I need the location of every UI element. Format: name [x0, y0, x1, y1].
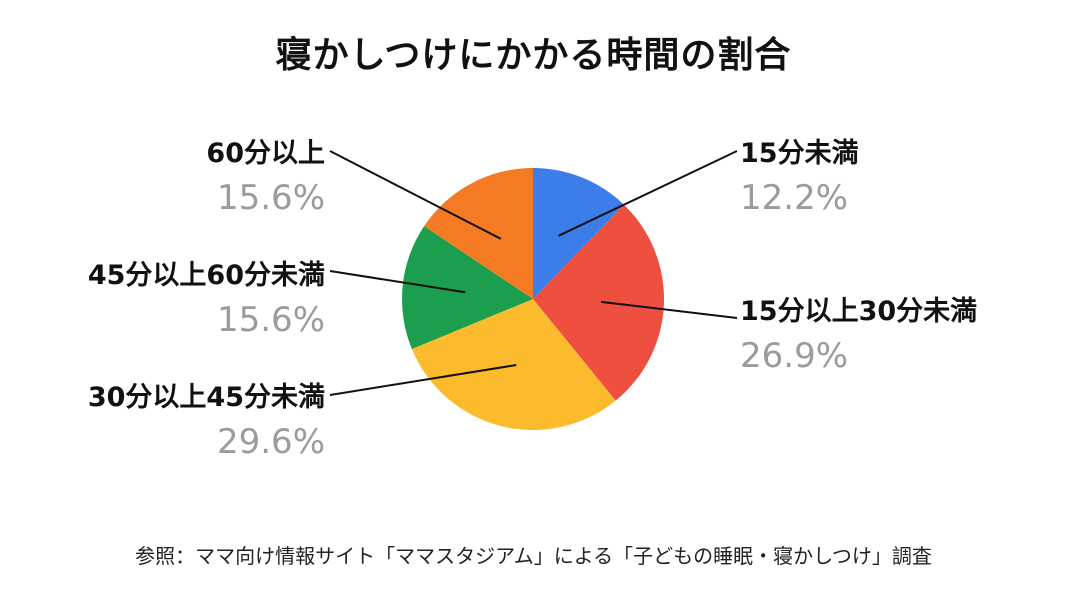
pie-slice-over-60	[424, 168, 533, 299]
slice-label-15-30: 15分以上30分未満 26.9%	[740, 298, 977, 373]
slice-name: 30分以上45分未満	[87, 382, 325, 413]
slice-label-over-60: 60分以上 15.6%	[206, 140, 325, 215]
slice-label-under-15: 15分未満 12.2%	[740, 140, 859, 215]
slice-name: 45分以上60分未満	[87, 260, 325, 291]
slice-percent: 12.2%	[740, 178, 849, 218]
chart-title: 寝かしつけにかかる時間の割合	[275, 35, 792, 76]
pie-slice-under-15	[533, 168, 624, 299]
leader-line-over-60	[329, 150, 502, 240]
slice-name: 15分未満	[740, 138, 859, 169]
pie-slice-15-30	[533, 204, 664, 401]
slice-percent: 15.6%	[216, 300, 325, 340]
slice-percent: 29.6%	[216, 422, 325, 462]
leader-lines	[329, 150, 738, 396]
slice-percent: 26.9%	[740, 336, 849, 376]
slice-name: 15分以上30分未満	[740, 296, 978, 327]
slice-label-45-60: 45分以上60分未満 15.6%	[88, 262, 325, 337]
source-note: 参照：ママ向け情報サイト「ママスタジアム」による「子どもの睡眠・寝かしつけ」調査	[135, 544, 932, 568]
leader-line-30-45	[329, 364, 517, 396]
leader-line-under-15	[558, 150, 738, 237]
slice-label-30-45: 30分以上45分未満 29.6%	[88, 384, 325, 459]
slice-percent: 15.6%	[216, 178, 325, 218]
slice-name: 60分以上	[206, 138, 325, 169]
pie-slice-45-60	[401, 226, 533, 349]
leader-line-15-30	[600, 300, 738, 319]
leader-line-45-60	[329, 270, 466, 294]
